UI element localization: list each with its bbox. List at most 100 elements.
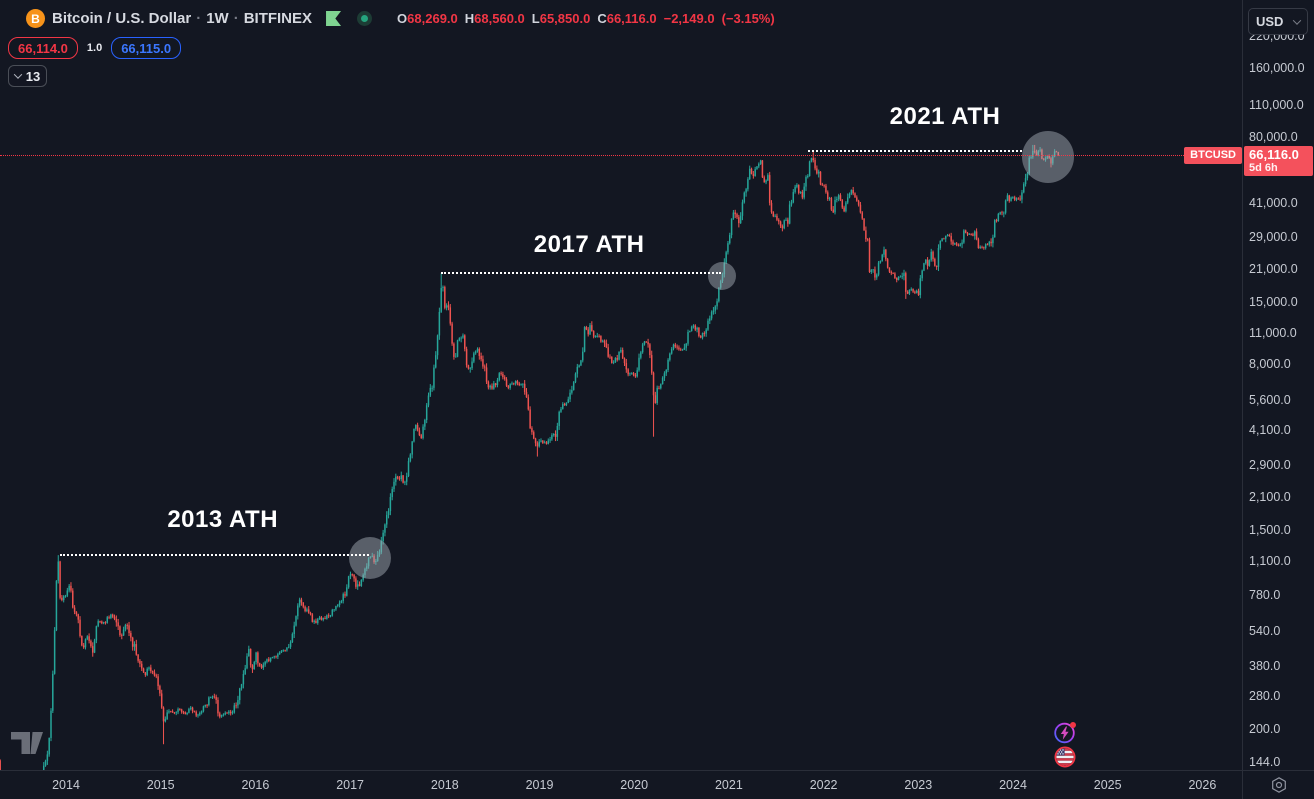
currency-value: USD xyxy=(1256,14,1284,29)
candle-body xyxy=(440,287,442,312)
candle-body xyxy=(901,276,903,277)
candle-body xyxy=(716,301,718,307)
axis-settings-corner[interactable] xyxy=(1242,770,1314,799)
candle-body xyxy=(282,650,285,651)
candle-body xyxy=(188,708,190,713)
candle-body xyxy=(903,273,905,277)
candle-body xyxy=(745,189,747,193)
candle-body xyxy=(549,439,551,441)
candle-body xyxy=(877,262,880,275)
candle-body xyxy=(182,711,185,713)
ath-dotted-line[interactable] xyxy=(441,272,722,275)
candle-body xyxy=(251,665,254,670)
candle-body xyxy=(843,207,845,212)
candle-body xyxy=(82,645,85,648)
candle-body xyxy=(404,481,406,483)
candle-body xyxy=(269,657,272,661)
candle-body xyxy=(883,249,885,255)
candle-body xyxy=(258,663,261,666)
symbol-price-tag[interactable]: BTCUSD xyxy=(1184,146,1242,164)
candle-body xyxy=(964,230,967,233)
candle-body xyxy=(514,381,517,384)
breakout-highlight-circle[interactable] xyxy=(348,536,391,579)
candle-body xyxy=(589,325,591,335)
candle-body xyxy=(761,160,764,178)
candle-body xyxy=(494,383,497,386)
candle-body xyxy=(699,336,702,338)
year-label: 2014 xyxy=(52,778,80,792)
symbol-flag-icon[interactable] xyxy=(326,11,342,26)
candle-body xyxy=(395,476,397,482)
candle-body xyxy=(42,765,45,770)
candle-body xyxy=(531,428,533,433)
symbol-title[interactable]: Bitcoin / U.S. Dollar xyxy=(52,10,192,27)
price-axis[interactable]: USD 220,000.0 160,000.0 110,000.0 80,000.0 4… xyxy=(1242,0,1314,770)
candlestick-chart[interactable] xyxy=(0,0,1242,770)
candle-body xyxy=(484,366,486,368)
candle-body xyxy=(1050,158,1052,164)
candle-body xyxy=(115,619,118,623)
candle-body xyxy=(650,355,653,373)
candle-body xyxy=(317,619,319,623)
candle-body xyxy=(324,618,326,619)
open-value: 68,269.0 xyxy=(407,11,458,26)
candle-body xyxy=(865,230,867,240)
candle-body xyxy=(257,652,259,664)
candle-body xyxy=(890,271,893,274)
candle-body xyxy=(725,252,727,263)
us-flag-economic-events-icon[interactable] xyxy=(1054,746,1076,768)
candle-body xyxy=(186,712,188,715)
candle-body xyxy=(692,325,695,327)
ath-text-label[interactable]: 2021 ATH xyxy=(889,103,1001,131)
candle-body xyxy=(623,358,626,364)
candle-body xyxy=(572,382,575,391)
candle-body xyxy=(841,200,844,208)
candle-body xyxy=(442,287,444,288)
candle-body xyxy=(93,640,96,653)
candle-body xyxy=(592,331,595,337)
breakout-highlight-circle[interactable] xyxy=(1022,130,1075,183)
candle-body xyxy=(790,202,793,205)
candle-body xyxy=(150,667,152,672)
chart-area[interactable]: 2013 ATH 2017 ATH 2021 ATH BTCUSD B Bitcoi… xyxy=(0,0,1242,770)
candle-body xyxy=(124,625,127,630)
currency-dropdown[interactable]: USD xyxy=(1248,8,1308,35)
ath-dotted-line[interactable] xyxy=(60,553,370,556)
candle-body xyxy=(295,616,297,626)
candle-body xyxy=(356,584,359,587)
candle-body xyxy=(683,347,686,350)
candle-body xyxy=(233,705,236,713)
candle-body xyxy=(981,246,983,248)
breakout-highlight-circle[interactable] xyxy=(708,262,737,291)
ath-text-label[interactable]: 2013 ATH xyxy=(167,505,279,533)
market-status-icon[interactable] xyxy=(357,11,373,26)
candle-body xyxy=(805,176,807,187)
year-label: 2019 xyxy=(525,778,554,792)
interval-label[interactable]: 1W xyxy=(206,10,229,27)
indicators-collapse-button[interactable]: 13 xyxy=(8,65,47,87)
candle-body xyxy=(533,432,535,439)
bid-price-button[interactable]: 66,114.0 xyxy=(8,37,78,59)
exchange-label[interactable]: BITFINEX xyxy=(243,10,313,27)
minds-lightning-icon[interactable] xyxy=(1052,719,1078,745)
candle-body xyxy=(425,405,428,421)
last-price-value: 66,116.0 xyxy=(1249,146,1299,162)
candle-body xyxy=(845,202,847,212)
candle-body xyxy=(810,158,813,162)
ask-price-button[interactable]: 66,115.0 xyxy=(111,37,182,59)
candle-body xyxy=(224,712,226,715)
candle-body xyxy=(166,712,168,720)
candle-body xyxy=(839,195,842,201)
year-label: 2020 xyxy=(620,778,649,792)
time-axis[interactable]: 2014 2015 2016 2017 2018 2019 2020 2021 2022 2023… xyxy=(0,770,1242,799)
candle-body xyxy=(712,310,715,313)
candle-body xyxy=(977,239,980,248)
low-value: 65,850.0 xyxy=(539,11,591,26)
candle-body xyxy=(1041,149,1043,159)
candle-body xyxy=(701,333,704,338)
candle-body xyxy=(972,234,974,236)
ath-dotted-line[interactable] xyxy=(807,150,1023,153)
ath-text-label[interactable]: 2017 ATH xyxy=(533,231,645,259)
candle-body xyxy=(1032,150,1034,158)
price-tick: 1,500.0 xyxy=(1249,522,1291,537)
